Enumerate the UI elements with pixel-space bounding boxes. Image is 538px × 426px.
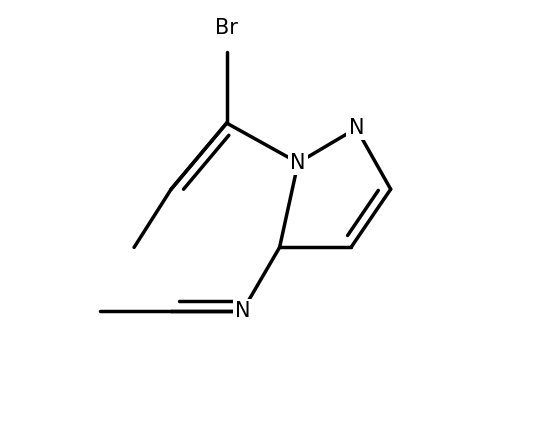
Text: N: N xyxy=(291,153,306,173)
Text: N: N xyxy=(235,301,250,321)
Text: N: N xyxy=(349,118,364,138)
Text: Br: Br xyxy=(215,18,238,38)
